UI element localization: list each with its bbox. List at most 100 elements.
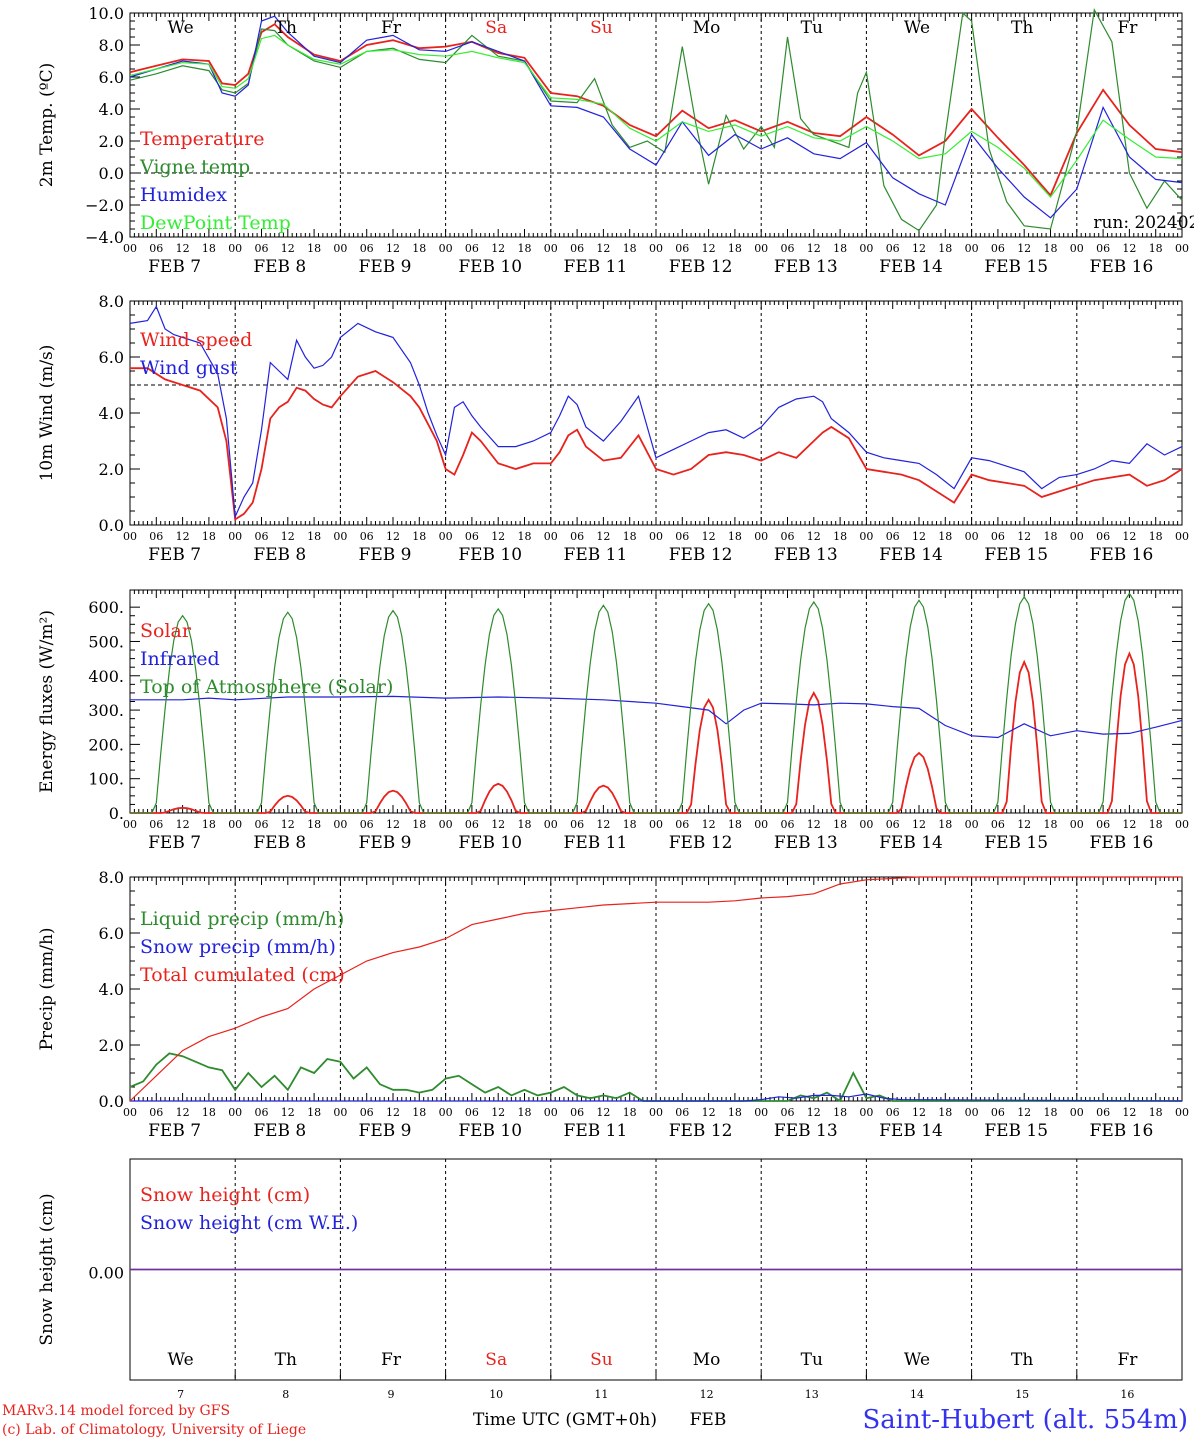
hour-tick-label: 06 — [360, 818, 374, 831]
hour-tick-label: 06 — [781, 242, 795, 255]
hour-tick-label: 06 — [886, 242, 900, 255]
hour-tick-label: 12 — [912, 242, 926, 255]
hour-tick-label: 12 — [1017, 530, 1031, 543]
weekday-label: Th — [1011, 1350, 1033, 1370]
day-number: 12 — [700, 1388, 714, 1401]
hour-tick-label: 00 — [1175, 530, 1189, 543]
hour-tick-label: 12 — [807, 818, 821, 831]
y-tick-label: 300. — [88, 701, 124, 720]
hour-tick-label: 06 — [149, 530, 163, 543]
weekday-label: Fr — [1117, 1350, 1138, 1370]
hour-tick-label: 00 — [859, 530, 873, 543]
hour-tick-label: 12 — [176, 818, 190, 831]
y-tick-label: 6.0 — [99, 68, 124, 87]
hour-tick-label: 18 — [623, 242, 637, 255]
hour-tick-label: 06 — [360, 1106, 374, 1119]
hour-tick-label: 00 — [228, 1106, 242, 1119]
legend-entry: Wind speed — [140, 329, 252, 351]
hour-tick-label: 18 — [938, 242, 952, 255]
weekday-label: Fr — [381, 18, 402, 38]
hour-tick-label: 00 — [544, 1106, 558, 1119]
hour-tick-label: 00 — [965, 818, 979, 831]
hour-tick-label: 12 — [702, 242, 716, 255]
hour-tick-label: 18 — [938, 530, 952, 543]
hour-tick-label: 12 — [386, 242, 400, 255]
day-number: 9 — [388, 1388, 395, 1401]
y-axis-title: 10m Wind (m/s) — [37, 345, 57, 482]
hour-tick-label: 06 — [991, 1106, 1005, 1119]
weekday-label: Th — [1011, 18, 1033, 38]
hour-tick-label: 12 — [176, 1106, 190, 1119]
series-line-infrared — [130, 695, 1183, 739]
hour-tick-label: 06 — [465, 530, 479, 543]
legend-entry: Vigne temp — [139, 156, 250, 178]
hour-tick-label: 12 — [596, 1106, 610, 1119]
legend-entry: Humidex — [140, 184, 227, 206]
date-label: FEB 13 — [774, 833, 838, 853]
hour-tick-label: 12 — [1122, 242, 1136, 255]
hour-tick-label: 12 — [281, 818, 295, 831]
y-tick-label: 6.0 — [99, 348, 124, 367]
hour-tick-label: 00 — [965, 530, 979, 543]
weekday-label: Mo — [693, 18, 721, 38]
hour-tick-label: 00 — [859, 1106, 873, 1119]
hour-tick-label: 18 — [202, 242, 216, 255]
date-label: FEB 7 — [148, 1121, 201, 1141]
y-tick-label: 0. — [109, 804, 124, 823]
hour-tick-label: 12 — [491, 530, 505, 543]
hour-tick-label: 06 — [465, 1106, 479, 1119]
hour-tick-label: 00 — [439, 818, 453, 831]
hour-tick-label: 12 — [912, 818, 926, 831]
hour-tick-label: 06 — [675, 818, 689, 831]
y-tick-label: 0.0 — [99, 1092, 124, 1111]
y-tick-label: 8.0 — [99, 292, 124, 311]
weekday-label: Sa — [485, 18, 507, 38]
series-line-dewpoint-temp — [129, 34, 1183, 198]
hour-tick-label: 12 — [596, 242, 610, 255]
day-number: 16 — [1120, 1388, 1134, 1401]
hour-tick-label: 12 — [702, 530, 716, 543]
date-label: FEB 10 — [458, 257, 522, 277]
hour-tick-label: 00 — [754, 530, 768, 543]
date-label: FEB 10 — [458, 833, 522, 853]
footer: MARv3.14 model forced by GFS (c) Lab. of … — [2, 1403, 1188, 1438]
hour-tick-label: 18 — [728, 242, 742, 255]
hour-tick-label: 18 — [623, 530, 637, 543]
y-tick-label: 4.0 — [99, 100, 124, 119]
date-label: FEB 8 — [253, 545, 306, 565]
date-label: FEB 15 — [984, 833, 1048, 853]
hour-tick-label: 12 — [702, 1106, 716, 1119]
credit-line-2: (c) Lab. of Climatology, University of L… — [2, 1422, 306, 1438]
y-axis-title: Snow height (cm) — [37, 1193, 57, 1345]
hour-tick-label: 06 — [781, 1106, 795, 1119]
hour-tick-label: 00 — [649, 242, 663, 255]
hour-tick-label: 06 — [570, 242, 584, 255]
hour-tick-label: 00 — [649, 818, 663, 831]
y-axis-title: Energy fluxes (W/m²) — [37, 610, 57, 793]
hour-tick-label: 18 — [623, 1106, 637, 1119]
series-line-liquid-precip-mm-h- — [129, 1052, 1182, 1103]
legend-entry: Solar — [140, 620, 192, 642]
hour-tick-label: 18 — [202, 530, 216, 543]
hour-tick-label: 00 — [1070, 1106, 1084, 1119]
legend-entry: Total cumulated (cm) — [140, 964, 345, 986]
day-number: 10 — [489, 1388, 503, 1401]
hour-tick-label: 18 — [307, 818, 321, 831]
hour-tick-label: 12 — [386, 818, 400, 831]
date-label: FEB 12 — [669, 545, 733, 565]
hour-tick-label: 18 — [518, 242, 532, 255]
date-label: FEB 9 — [359, 257, 412, 277]
date-label: FEB 16 — [1090, 257, 1154, 277]
hour-tick-label: 00 — [1070, 242, 1084, 255]
legend-entry: Snow height (cm) — [140, 1184, 310, 1206]
day-number: 8 — [282, 1388, 289, 1401]
plot-frame — [129, 300, 1183, 526]
hour-tick-label: 18 — [412, 1106, 426, 1119]
hour-tick-label: 06 — [570, 818, 584, 831]
hour-tick-label: 00 — [228, 242, 242, 255]
y-tick-label: 400. — [88, 667, 124, 686]
hour-tick-label: 12 — [912, 530, 926, 543]
hour-tick-label: 18 — [307, 1106, 321, 1119]
weekday-label: We — [168, 1350, 194, 1370]
